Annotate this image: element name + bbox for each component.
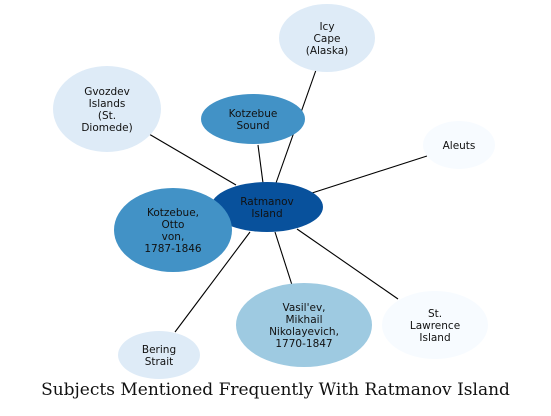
node-icy-cape-label-line: Cape (314, 33, 341, 45)
node-kotzebue-otto-label-line: Kotzebue, (147, 207, 199, 219)
node-center-label-line: Island (251, 208, 282, 220)
node-gvozdev-islands-label-line: Islands (89, 98, 126, 110)
nodes: RatmanovIslandIcyCape(Alaska)GvozdevIsla… (53, 4, 495, 379)
node-bering-strait-label-line: Strait (145, 356, 174, 368)
node-vasilev-mikhail-label-line: Nikolayevich, (269, 326, 339, 338)
node-vasilev-mikhail-ellipse (236, 283, 372, 367)
node-st-lawrence-island-label-line: St. (428, 308, 442, 320)
node-st-lawrence-island-label-line: Island (419, 332, 450, 344)
edge-to-aleuts (311, 155, 428, 194)
node-vasilev-mikhail-label-line: 1770-1847 (275, 338, 332, 350)
edge-to-bering-strait (174, 231, 251, 333)
node-icy-cape-ellipse (279, 4, 375, 72)
node-kotzebue-otto-ellipse (114, 188, 232, 272)
node-aleuts-ellipse (423, 121, 495, 169)
node-kotzebue-sound-label-line: Sound (236, 120, 269, 132)
edge-to-vasilev-mikhail (274, 231, 293, 286)
node-vasilev-mikhail-label-line: Vasil'ev, (282, 302, 325, 314)
network-diagram: RatmanovIslandIcyCape(Alaska)GvozdevIsla… (53, 4, 495, 379)
node-kotzebue-otto-label-line: 1787-1846 (144, 243, 202, 255)
node-kotzebue-sound-ellipse (201, 94, 305, 144)
node-st-lawrence-island-ellipse (382, 291, 488, 359)
node-st-lawrence-island-label-line: Lawrence (410, 320, 460, 332)
node-gvozdev-islands-ellipse (53, 66, 161, 152)
node-bering-strait-label-line: Bering (142, 344, 176, 356)
node-aleuts: Aleuts (423, 121, 495, 169)
edge-to-kotzebue-sound (257, 144, 264, 184)
node-kotzebue-otto-label-line: Otto (162, 219, 185, 231)
node-vasilev-mikhail-label-line: Mikhail (286, 314, 323, 326)
node-kotzebue-sound-label-line: Kotzebue (229, 108, 278, 120)
node-center-ellipse (211, 182, 323, 232)
node-icy-cape-label-line: Icy (319, 21, 334, 33)
node-kotzebue-otto-label-line: von, (162, 231, 185, 243)
node-icy-cape-label-line: (Alaska) (306, 45, 349, 57)
node-center-label-line: Ratmanov (240, 196, 294, 208)
edge-to-gvozdev-islands (148, 133, 237, 186)
node-gvozdev-islands-label-line: Diomede) (81, 122, 132, 134)
node-aleuts-label-line: Aleuts (443, 140, 476, 152)
node-gvozdev-islands-label-line: Gvozdev (84, 86, 130, 98)
diagram-caption: Subjects Mentioned Frequently With Ratma… (41, 380, 510, 400)
node-gvozdev-islands-label-line: (St. (98, 110, 116, 122)
edge-to-st-lawrence-island (296, 228, 399, 300)
node-bering-strait-ellipse (118, 331, 200, 379)
